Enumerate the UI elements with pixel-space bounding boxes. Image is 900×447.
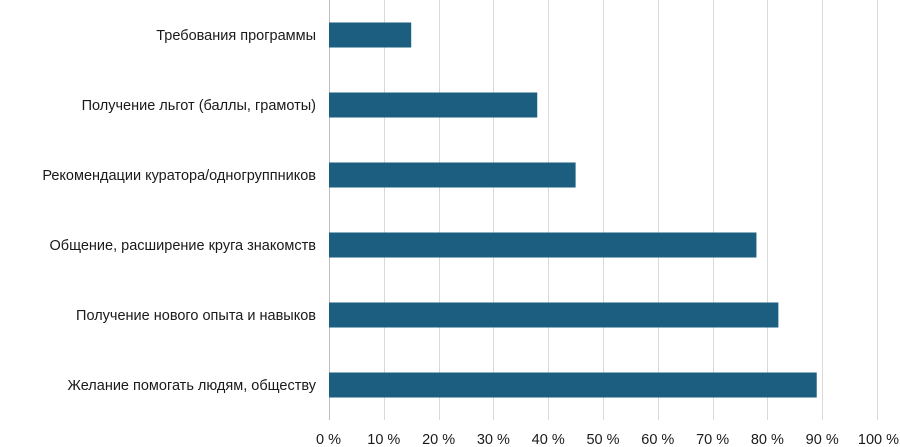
x-tick-label: 10 % (367, 432, 400, 447)
bar (329, 232, 757, 258)
category-label: Рекомендации куратора/одногруппников (42, 168, 316, 184)
category-label: Получение нового опыта и навыков (76, 308, 316, 324)
x-tick-label: 50 % (586, 432, 619, 447)
bars (329, 22, 817, 398)
bar (329, 92, 538, 118)
category-label: Желание помогать людям, обществу (68, 378, 317, 394)
category-label: Требования программы (156, 28, 316, 44)
bar (329, 162, 576, 188)
x-tick-label: 60 % (641, 432, 674, 447)
category-labels: Требования программы Получение льгот (бал… (42, 28, 316, 394)
bar (329, 372, 817, 398)
category-label: Получение льгот (баллы, грамоты) (82, 98, 316, 114)
category-label: Общение, расширение круга знакомств (50, 238, 317, 254)
x-tick-labels: 0 % 10 % 20 % 30 % 40 % 50 % 60 % 70 % 80 % 90 % 1… (316, 432, 899, 447)
bar (329, 22, 412, 48)
x-tick-label: 70 % (696, 432, 729, 447)
x-tick-label: 90 % (806, 432, 839, 447)
x-tick-label: 100 % (858, 432, 899, 447)
x-tick-label: 0 % (316, 432, 341, 447)
x-tick-label: 30 % (477, 432, 510, 447)
x-tick-label: 40 % (532, 432, 565, 447)
x-tick-label: 20 % (422, 432, 455, 447)
x-tick-label: 80 % (751, 432, 784, 447)
bar (329, 302, 779, 328)
gridlines (329, 0, 878, 420)
